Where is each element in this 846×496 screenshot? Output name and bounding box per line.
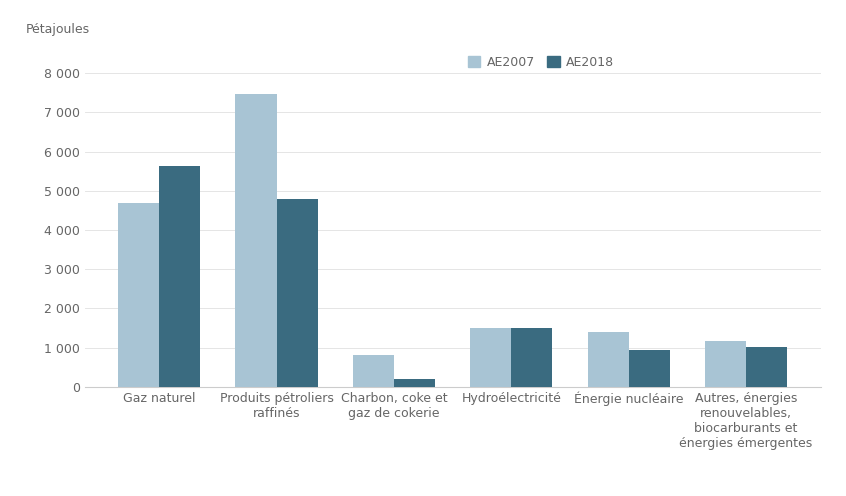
Bar [705, 341, 746, 387]
Bar [588, 332, 629, 387]
Bar [159, 167, 201, 387]
Text: Pétajoules: Pétajoules [25, 23, 90, 36]
Legend: AE2007, AE2018: AE2007, AE2018 [468, 56, 614, 69]
Bar [511, 328, 552, 387]
Bar [629, 350, 670, 387]
Bar [394, 379, 435, 387]
Bar [235, 94, 277, 387]
Bar [277, 198, 317, 387]
Bar [470, 328, 511, 387]
Bar [118, 203, 159, 387]
Bar [353, 355, 394, 387]
Bar [746, 347, 787, 387]
